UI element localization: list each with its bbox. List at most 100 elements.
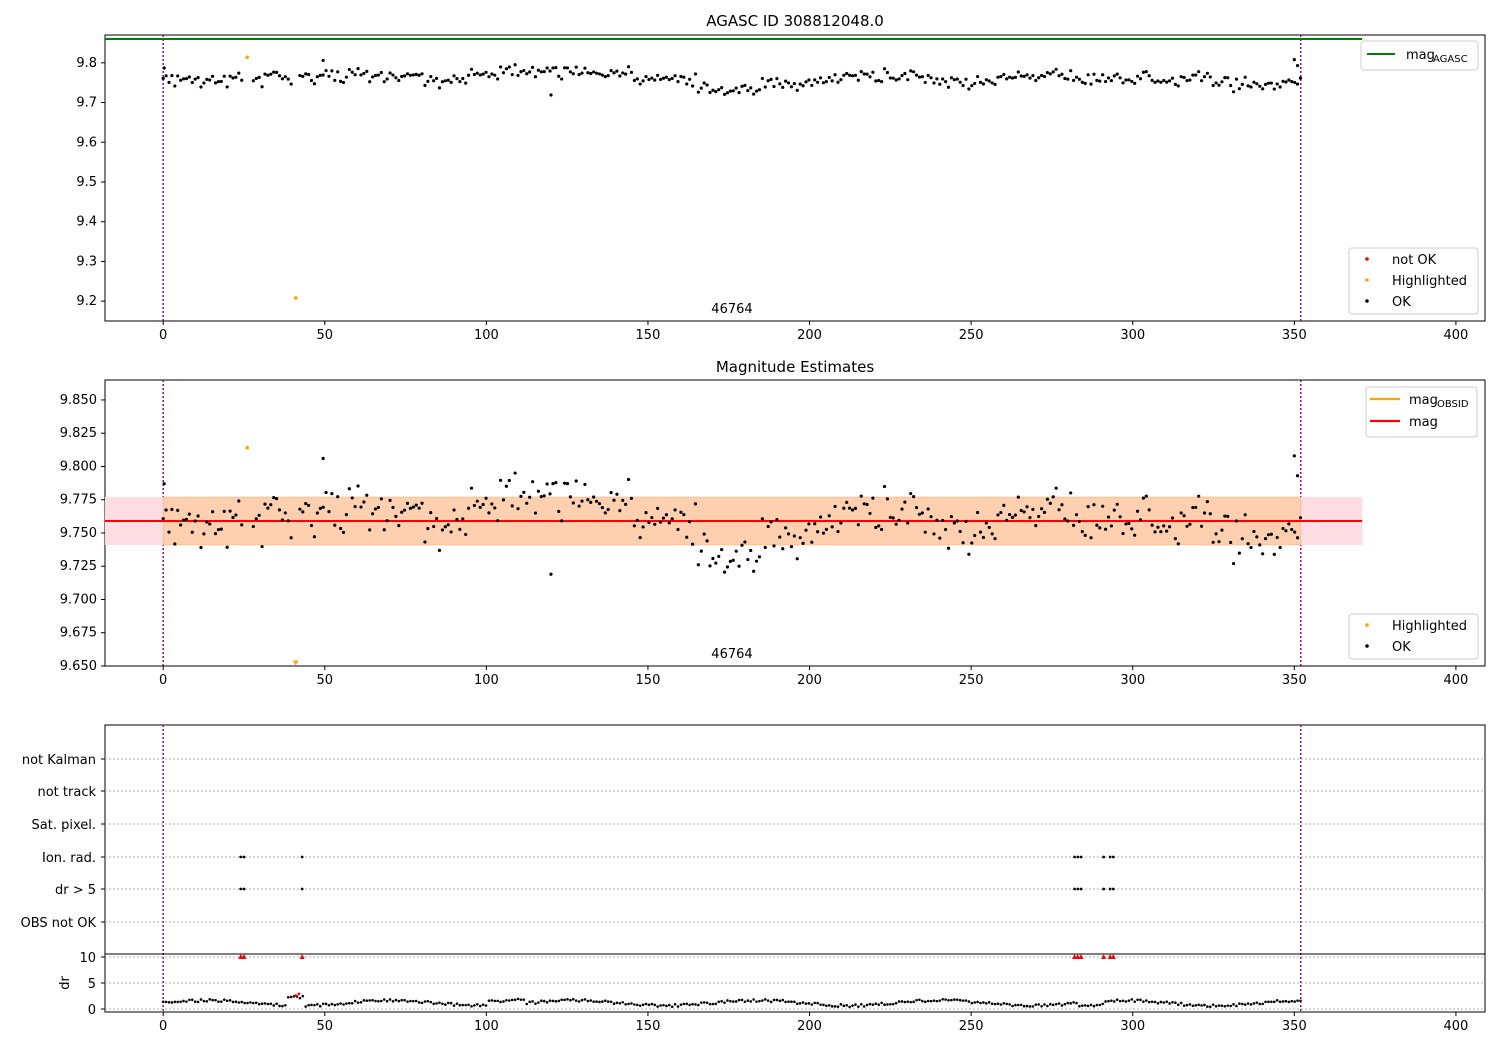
ok-point bbox=[1266, 533, 1271, 537]
ok-point bbox=[1034, 78, 1038, 83]
dr-point bbox=[586, 999, 590, 1003]
dr-point bbox=[563, 998, 566, 1002]
dr-point bbox=[539, 999, 543, 1002]
dr-point bbox=[537, 1001, 540, 1004]
flag-point bbox=[1108, 887, 1112, 891]
dr-point bbox=[362, 999, 366, 1002]
ok-point bbox=[868, 511, 872, 516]
ok-point bbox=[455, 517, 459, 522]
dr-point bbox=[502, 1000, 505, 1003]
ok-point bbox=[1022, 510, 1026, 514]
magnitude-estimates-panel: 0 50 100 150 200 250 300 350 400 9.650 9.675 9.700 9… bbox=[60, 358, 1486, 688]
dr-point bbox=[848, 1005, 851, 1009]
ok-point bbox=[1013, 513, 1018, 517]
ok-point bbox=[458, 79, 462, 84]
dr-point bbox=[862, 1005, 866, 1008]
dr-point bbox=[941, 997, 944, 1001]
dr-point bbox=[429, 1000, 433, 1004]
ok-point bbox=[720, 547, 724, 552]
dr-point bbox=[493, 999, 497, 1003]
ok-point bbox=[353, 504, 357, 509]
ok-point bbox=[981, 535, 986, 540]
dr-offscale-marker bbox=[238, 954, 244, 959]
dr-point bbox=[522, 998, 526, 1001]
ok-point bbox=[484, 70, 488, 74]
ok-point bbox=[301, 510, 305, 514]
ok-point bbox=[949, 514, 954, 519]
ok-point bbox=[1089, 82, 1093, 86]
ok-point bbox=[1098, 79, 1102, 83]
ok-point bbox=[493, 506, 497, 510]
dr-point bbox=[729, 999, 732, 1003]
ok-point bbox=[679, 510, 683, 514]
dr-point bbox=[906, 1000, 910, 1003]
dr-point bbox=[243, 1001, 246, 1005]
highlighted-point bbox=[245, 446, 250, 450]
dr-point bbox=[979, 1001, 982, 1005]
ok-point bbox=[1103, 527, 1108, 531]
ok-point bbox=[1208, 75, 1212, 79]
ok-point bbox=[609, 69, 613, 73]
dr-point bbox=[289, 995, 293, 999]
dr-point bbox=[839, 1003, 843, 1006]
dr-point bbox=[726, 999, 729, 1002]
dr-point bbox=[1191, 1004, 1195, 1008]
dr-point bbox=[1229, 1004, 1232, 1008]
ok-point bbox=[693, 502, 698, 506]
ok-point bbox=[757, 555, 762, 559]
ok-point bbox=[807, 522, 811, 526]
ok-point bbox=[557, 74, 561, 78]
legend-marker bbox=[1365, 623, 1369, 627]
ok-point bbox=[318, 73, 322, 77]
dr-point bbox=[321, 1002, 325, 1006]
ok-point bbox=[231, 515, 235, 520]
ok-point bbox=[708, 90, 712, 95]
ok-point bbox=[984, 521, 988, 525]
ok-point bbox=[781, 85, 785, 89]
ok-point bbox=[1071, 78, 1076, 82]
ok-point bbox=[699, 549, 703, 553]
ok-point bbox=[885, 70, 890, 75]
dr-point bbox=[624, 1002, 627, 1006]
ok-point bbox=[330, 69, 334, 73]
ok-point bbox=[272, 70, 276, 74]
dr-point bbox=[316, 1002, 319, 1006]
ok-point bbox=[833, 73, 837, 77]
dr-point bbox=[711, 1002, 715, 1006]
dr-point bbox=[665, 1004, 668, 1008]
ok-point bbox=[839, 521, 843, 525]
flag-row-label: Sat. pixel. bbox=[32, 818, 96, 833]
ok-point bbox=[624, 72, 628, 76]
ok-point bbox=[609, 491, 613, 495]
ok-point bbox=[1109, 524, 1113, 528]
dr-point bbox=[918, 998, 921, 1002]
ok-point bbox=[1176, 542, 1180, 546]
ok-point bbox=[1205, 71, 1209, 75]
ok-point bbox=[1199, 79, 1204, 83]
dr-point bbox=[196, 1000, 200, 1004]
ok-point bbox=[725, 91, 730, 95]
ok-point bbox=[1074, 513, 1079, 517]
legend-box bbox=[1348, 613, 1479, 660]
ok-point bbox=[975, 74, 980, 79]
dr-point bbox=[1261, 1002, 1264, 1006]
dr-point bbox=[996, 1002, 1000, 1006]
ok-point bbox=[173, 84, 177, 88]
dr-point bbox=[569, 998, 572, 1002]
ok-point bbox=[266, 506, 270, 510]
ok-point bbox=[778, 82, 782, 86]
ok-point bbox=[170, 74, 174, 78]
ok-point bbox=[752, 92, 756, 96]
dr-point bbox=[368, 999, 371, 1002]
ok-point bbox=[594, 71, 599, 75]
dr-point bbox=[432, 1002, 435, 1006]
ok-point bbox=[798, 82, 802, 86]
ok-point bbox=[667, 521, 671, 525]
dr-point bbox=[1145, 999, 1148, 1002]
dr-point bbox=[598, 1000, 601, 1004]
ok-point bbox=[920, 75, 924, 79]
ok-point bbox=[562, 66, 567, 70]
ok-point bbox=[446, 78, 450, 82]
ok-point bbox=[298, 73, 302, 78]
ok-point bbox=[1133, 81, 1137, 85]
